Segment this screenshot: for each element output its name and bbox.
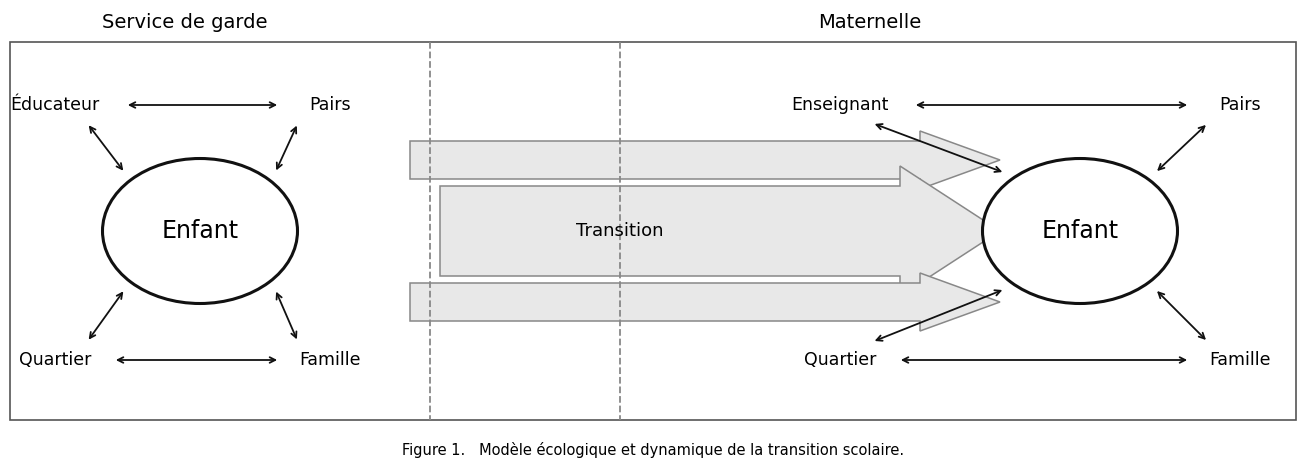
Polygon shape	[440, 166, 1000, 296]
Text: Figure 1.   Modèle écologique et dynamique de la transition scolaire.: Figure 1. Modèle écologique et dynamique…	[402, 442, 904, 458]
Text: Enfant: Enfant	[1041, 219, 1118, 243]
Text: Maternelle: Maternelle	[819, 13, 922, 31]
Ellipse shape	[102, 159, 298, 304]
Bar	[10, 42, 1296, 420]
Text: Service de garde: Service de garde	[102, 13, 268, 31]
Text: Quartier: Quartier	[18, 351, 91, 369]
Text: Transition: Transition	[576, 222, 663, 240]
Text: Famille: Famille	[1209, 351, 1271, 369]
Text: Quartier: Quartier	[803, 351, 876, 369]
Text: Éducateur: Éducateur	[10, 96, 99, 114]
Text: Enseignant: Enseignant	[791, 96, 888, 114]
Text: Pairs: Pairs	[310, 96, 351, 114]
Polygon shape	[410, 273, 1000, 331]
Text: Enfant: Enfant	[162, 219, 239, 243]
Ellipse shape	[982, 159, 1178, 304]
Text: Pairs: Pairs	[1220, 96, 1260, 114]
Polygon shape	[410, 131, 1000, 189]
Text: Famille: Famille	[299, 351, 360, 369]
